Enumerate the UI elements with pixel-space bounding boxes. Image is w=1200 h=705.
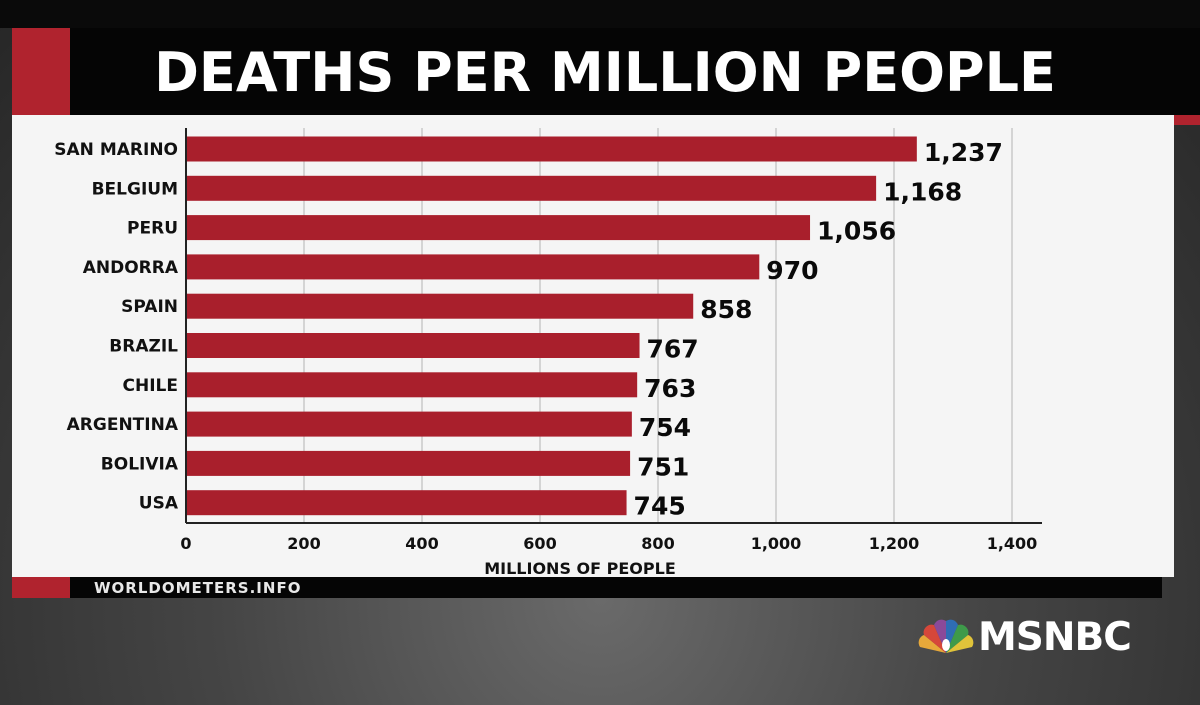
value-label: 970 [766, 256, 818, 285]
category-label: PERU [127, 219, 178, 239]
bar [187, 450, 631, 476]
value-label: 763 [644, 374, 696, 403]
value-label: 1,056 [817, 217, 896, 246]
bar [187, 175, 877, 201]
category-label: ARGENTINA [67, 415, 179, 435]
category-label: SAN MARINO [54, 140, 178, 160]
title-bar: DEATHS PER MILLION PEOPLE [70, 28, 1200, 115]
peacock-icon [918, 619, 974, 653]
bars [187, 136, 917, 516]
bar [187, 411, 632, 437]
category-label: SPAIN [121, 297, 178, 317]
top-strip [0, 0, 1200, 28]
x-tick-label: 400 [405, 534, 438, 553]
category-label: ANDORRA [83, 258, 179, 278]
value-label: 745 [634, 492, 686, 521]
source-bar: WORLDOMETERS.INFO [70, 577, 1162, 598]
x-axis-title: MILLIONS OF PEOPLE [484, 559, 676, 578]
bar [187, 490, 627, 516]
labels: 0 200 400 600 800 1,000 1,200 1,400 SAN MARINO 1,… [54, 138, 1037, 553]
source-label: WORLDOMETERS.INFO [94, 579, 302, 597]
network-name: MSNBC [978, 614, 1132, 660]
category-label: BRAZIL [109, 337, 178, 357]
chart-title: DEATHS PER MILLION PEOPLE [154, 41, 1056, 104]
category-label: CHILE [123, 376, 178, 396]
x-tick-label: 1,200 [869, 534, 920, 553]
x-tick-label: 1,000 [751, 534, 802, 553]
bar [187, 372, 638, 398]
x-tick-label: 0 [180, 534, 191, 553]
value-label: 751 [637, 452, 689, 481]
category-label: BELGIUM [92, 179, 178, 199]
value-label: 767 [647, 335, 699, 364]
value-label: 754 [639, 413, 691, 442]
category-label: USA [139, 494, 179, 514]
x-tick-label: 200 [287, 534, 320, 553]
x-tick-label: 600 [523, 534, 556, 553]
bar [187, 215, 811, 241]
bar [187, 254, 760, 280]
bar [187, 333, 640, 358]
value-label: 1,168 [883, 177, 962, 206]
bar [187, 293, 694, 319]
category-label: BOLIVIA [101, 454, 179, 474]
value-label: 1,237 [924, 138, 1003, 167]
x-tick-label: 800 [641, 534, 674, 553]
value-label: 858 [700, 295, 752, 324]
msnbc-logo: MSNBC [918, 614, 1132, 660]
x-tick-label: 1,400 [987, 534, 1038, 553]
bar [187, 136, 917, 162]
